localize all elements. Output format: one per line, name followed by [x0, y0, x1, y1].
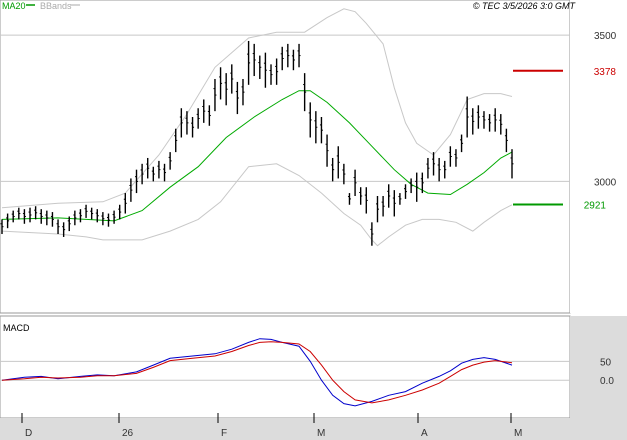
macd-tick-label: 0.0 — [600, 376, 614, 387]
date-tick-label: 26 — [122, 428, 134, 439]
macd-tick-label: 50 — [600, 357, 612, 368]
ma20-path — [1, 90, 513, 222]
macd-lines: 500.0 — [0, 338, 614, 407]
price-axis: 3500 3000 — [594, 31, 617, 188]
target-levels: 3378 2921 — [513, 67, 617, 211]
price-tick-label: 3000 — [594, 177, 617, 188]
date-tick-label: A — [421, 428, 428, 439]
resistance-label: 3378 — [594, 67, 617, 78]
price-grid — [0, 34, 570, 182]
legend-bbands: BBands — [40, 1, 72, 11]
macd-panel — [0, 315, 571, 419]
bb-lower-line — [1, 163, 513, 247]
date-tick-label: M — [514, 428, 522, 439]
macd-axis-area — [570, 316, 627, 418]
date-tick-label: F — [221, 428, 227, 439]
price-panel — [0, 0, 571, 314]
price-bars — [0, 40, 514, 246]
bollinger-bands — [1, 8, 513, 247]
date-axis: D 26 F M A M — [21, 413, 522, 439]
support-label: 2921 — [584, 200, 607, 211]
date-tick-label: D — [25, 428, 32, 439]
date-axis-area — [0, 418, 627, 440]
price-tick-label: 3500 — [594, 31, 617, 42]
bb-upper-line — [1, 8, 513, 209]
ma20-line — [1, 90, 513, 222]
signal-line — [1, 341, 513, 404]
date-tick-label: M — [317, 428, 325, 439]
copyright-text: © TEC 3/5/2026 3:0 GMT — [473, 1, 577, 11]
macd-title: MACD — [3, 323, 30, 333]
price-axis-area — [570, 0, 627, 313]
legend-ma20: MA20 — [2, 1, 26, 11]
